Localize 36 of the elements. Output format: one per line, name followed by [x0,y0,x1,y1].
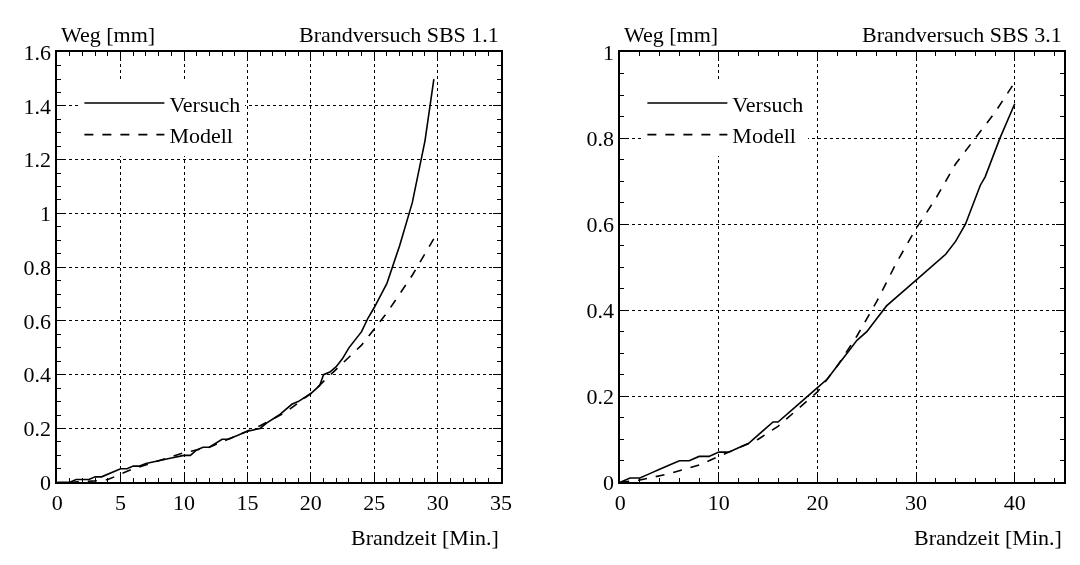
legend-label: Versuch [169,91,241,117]
chart-title: Brandversuch SBS 3.1 [862,22,1062,47]
y-tick-label: 0.2 [23,416,52,442]
y-tick-label: 0.4 [23,362,52,388]
y-tick-label: 0.6 [586,211,615,237]
y-axis-title: Weg [mm] [61,22,156,47]
y-tick-label: 0.8 [586,125,615,151]
x-tick-label: 15 [236,490,259,516]
x-tick-label: 30 [905,490,928,516]
legend-label: Modell [732,123,796,149]
y-tick-label: 0.4 [586,297,615,323]
y-tick-label: 1 [603,39,615,65]
x-tick-label: 20 [806,490,829,516]
x-tick-label: 30 [426,490,449,516]
y-tick-label: 1 [40,201,52,227]
x-tick-label: 25 [363,490,386,516]
y-tick-label: 0.8 [23,254,52,280]
y-tick-label: 1.6 [23,39,52,65]
y-tick-label: 1.4 [23,93,52,119]
legend-label: Modell [169,123,233,149]
y-axis-title: Weg [mm] [624,22,719,47]
x-tick-label: 10 [173,490,196,516]
x-tick-label: 20 [299,490,322,516]
y-tick-label: 0.6 [23,308,52,334]
y-tick-label: 0 [603,469,615,495]
x-axis-title: Brandzeit [Min.] [914,525,1062,550]
x-tick-label: 40 [1003,490,1026,516]
y-tick-label: 1.2 [23,147,52,173]
chart-title: Brandversuch SBS 1.1 [299,22,499,47]
x-tick-label: 35 [490,490,513,516]
x-axis-title: Brandzeit [Min.] [351,525,499,550]
x-tick-label: 5 [115,490,127,516]
y-tick-label: 0.2 [586,383,615,409]
y-tick-label: 0 [40,469,52,495]
x-tick-label: 10 [707,490,730,516]
legend-label: Versuch [732,91,804,117]
